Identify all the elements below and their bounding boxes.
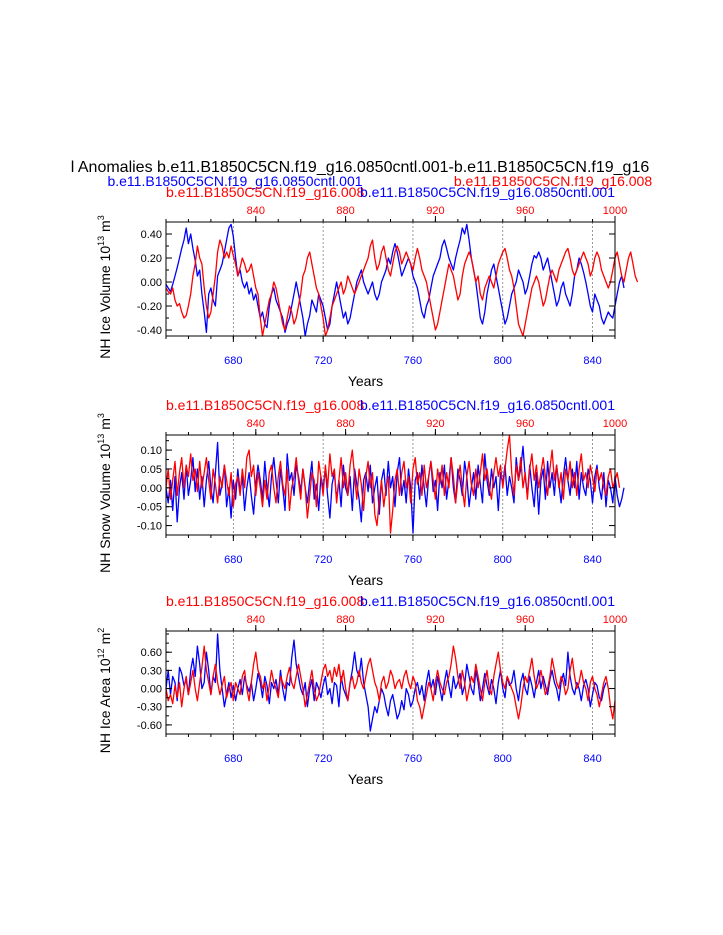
y-axis-label-unit-exponent: 3 <box>96 215 106 220</box>
x-tick-label-bottom: 800 <box>494 753 512 765</box>
x-tick-label-bottom: 840 <box>583 753 601 765</box>
main-title: l Anomalies b.e11.B1850C5CN.f19_g16.0850… <box>71 159 650 176</box>
x-tick-label-bottom: 840 <box>583 554 601 566</box>
y-tick-label: -0.40 <box>137 325 162 337</box>
y-tick-label: 0.20 <box>141 253 162 265</box>
x-tick-label-top: 840 <box>247 614 265 626</box>
subtitle-left: b.e11.B1850C5CN.f19_g16.0850cntl.001 <box>107 173 362 189</box>
x-tick-label-top: 1000 <box>603 614 627 626</box>
y-axis-label-main: NH Ice Volume 10 <box>97 246 113 359</box>
x-tick-label-bottom: 680 <box>224 554 242 566</box>
y-tick-label: 0.60 <box>141 647 162 659</box>
x-tick-label-bottom: 680 <box>224 355 242 367</box>
y-axis-label-unit-exponent: 3 <box>96 413 106 418</box>
y-tick-label: -0.30 <box>137 702 162 714</box>
x-tick-label-bottom: 800 <box>494 554 512 566</box>
y-tick-label: -0.05 <box>137 502 162 514</box>
y-tick-label: 0.00 <box>141 483 162 495</box>
x-tick-label-top: 1000 <box>603 418 627 430</box>
y-tick-label: 0.00 <box>141 684 162 696</box>
x-tick-label-top: 880 <box>336 418 354 430</box>
legend-label-red: b.e11.B1850C5CN.f19_g16.008 <box>166 593 364 609</box>
y-axis-label-unit: m <box>97 418 113 434</box>
y-axis-label-exponent: 13 <box>96 434 106 444</box>
y-tick-label: 0.40 <box>141 229 162 241</box>
series-line-blue <box>165 633 607 732</box>
y-axis-label-unit: m <box>97 633 113 649</box>
y-tick-label: 0.30 <box>141 665 162 677</box>
x-tick-label-top: 880 <box>336 614 354 626</box>
panel-ice-area: b.e11.B1850C5CN.f19_g16.008b.e11.B1850C5… <box>96 593 627 787</box>
series-line-red <box>165 645 616 720</box>
x-axis-label: Years <box>348 373 383 389</box>
x-tick-label-top: 920 <box>426 205 444 217</box>
legend-label-blue: b.e11.B1850C5CN.f19_g16.0850cntl.001 <box>360 184 615 200</box>
y-axis-label-main: NH Snow Volume 10 <box>97 443 113 572</box>
y-tick-label: -0.20 <box>137 301 162 313</box>
subtitle-right: b.e11.B1850C5CN.f19_g16.008 <box>454 173 652 189</box>
x-axis-label: Years <box>348 572 383 588</box>
legend-label-blue: b.e11.B1850C5CN.f19_g16.0850cntl.001 <box>360 593 615 609</box>
x-tick-label-bottom: 720 <box>314 753 332 765</box>
x-axis-label: Years <box>348 771 383 787</box>
x-tick-label-bottom: 760 <box>404 355 422 367</box>
y-axis-label-exponent: 13 <box>96 236 106 246</box>
x-tick-label-top: 1000 <box>603 205 627 217</box>
series-line-red <box>165 239 639 337</box>
x-tick-label-top: 880 <box>336 205 354 217</box>
plot-frame <box>165 630 616 735</box>
chart-panels: b.e11.B1850C5CN.f19_g16.008b.e11.B1850C5… <box>96 184 639 787</box>
panel-ice-volume: b.e11.B1850C5CN.f19_g16.008b.e11.B1850C5… <box>96 184 639 389</box>
x-tick-label-bottom: 680 <box>224 753 242 765</box>
y-axis-label-main: NH Ice Area 10 <box>97 658 113 753</box>
series-line-red <box>165 434 621 534</box>
x-tick-label-top: 920 <box>426 418 444 430</box>
legend-label-red: b.e11.B1850C5CN.f19_g16.008 <box>166 397 364 413</box>
series-line-blue <box>165 223 625 337</box>
y-tick-label: -0.10 <box>137 521 162 533</box>
y-tick-label: -0.60 <box>137 720 162 732</box>
x-tick-label-bottom: 720 <box>314 554 332 566</box>
x-tick-label-bottom: 800 <box>494 355 512 367</box>
y-axis-label: NH Ice Area 1012 m2 <box>96 628 113 754</box>
y-tick-label: 0.05 <box>141 464 162 476</box>
legend-label-blue: b.e11.B1850C5CN.f19_g16.0850cntl.001 <box>360 397 615 413</box>
x-tick-label-top: 960 <box>516 205 534 217</box>
x-tick-label-top: 960 <box>516 614 534 626</box>
x-tick-label-bottom: 840 <box>583 355 601 367</box>
x-tick-label-bottom: 760 <box>404 554 422 566</box>
panel-snow-volume: b.e11.B1850C5CN.f19_g16.008b.e11.B1850C5… <box>96 397 627 588</box>
y-axis-label-exponent: 12 <box>96 648 106 658</box>
x-tick-label-bottom: 760 <box>404 753 422 765</box>
y-axis-label-unit-exponent: 2 <box>96 628 106 633</box>
x-tick-label-top: 920 <box>426 614 444 626</box>
y-tick-label: 0.10 <box>141 445 162 457</box>
x-tick-label-bottom: 720 <box>314 355 332 367</box>
y-axis-label-unit: m <box>97 220 113 236</box>
y-axis-label: NH Snow Volume 1013 m3 <box>96 413 113 573</box>
y-axis-label: NH Ice Volume 1013 m3 <box>96 215 113 358</box>
x-tick-label-top: 840 <box>247 205 265 217</box>
y-tick-label: 0.00 <box>141 277 162 289</box>
x-tick-label-top: 840 <box>247 418 265 430</box>
legend-label-red: b.e11.B1850C5CN.f19_g16.008 <box>166 184 364 200</box>
x-tick-label-top: 960 <box>516 418 534 430</box>
